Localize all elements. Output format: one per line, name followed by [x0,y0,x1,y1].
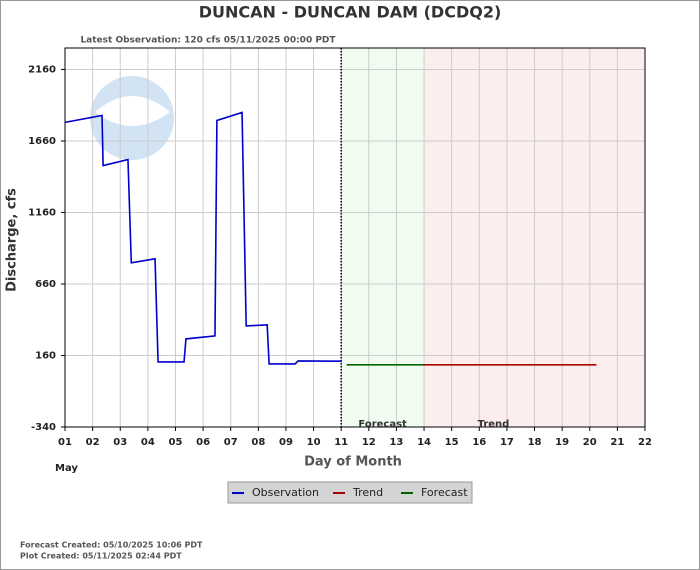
y-tick-label: 1160 [28,207,56,218]
x-tick-label: 01 [58,437,72,448]
x-tick-label: 20 [583,437,597,448]
x-tick-label: 06 [196,437,210,448]
legend-label: Observation [252,486,319,499]
x-tick-label: 03 [113,437,127,448]
x-tick-label: 17 [500,437,514,448]
x-tick-label: 04 [141,437,155,448]
y-tick-label: -340 [31,422,56,433]
x-tick-label: 08 [251,437,265,448]
legend: Observation Trend Forecast [232,486,468,499]
plot-created: Plot Created: 05/11/2025 02:44 PDT [20,552,182,561]
x-sublabel: May [55,463,78,474]
x-tick-label: 14 [417,437,431,448]
legend-label: Forecast [421,486,468,499]
region [341,48,425,427]
x-tick-label: 12 [362,437,376,448]
x-tick-label: 22 [638,437,652,448]
region-label: Trend [478,419,510,430]
x-tick-label: 16 [472,437,486,448]
x-tick-label: 02 [86,437,100,448]
background-layer [65,48,645,427]
y-tick-label: 660 [35,279,56,290]
logo-gull [95,96,170,126]
y-tick-label: 160 [35,350,56,361]
x-tick-label: 13 [389,437,403,448]
x-tick-label: 18 [528,437,542,448]
chart-title: DUNCAN - DUNCAN DAM (DCDQ2) [199,3,502,22]
y-tick-label: 2160 [28,64,56,75]
x-tick-label: 09 [279,437,293,448]
lines-layer [64,48,597,427]
noaa-logo [90,76,174,160]
plot-border [64,47,646,428]
logo-circle [90,76,174,160]
x-axis-label: Day of Month [304,455,402,470]
series-line [64,111,342,365]
grid-layer [61,47,646,431]
region-label: Forecast [358,419,407,430]
y-axis-label: Discharge, cfs [5,188,20,292]
x-tick-label: 19 [555,437,569,448]
x-tick-label: 10 [307,437,321,448]
x-tick-label: 05 [169,437,183,448]
y-tick-label: 1660 [28,136,56,147]
x-tick-label: 11 [334,437,348,448]
subtitle: Latest Observation: 120 cfs 05/11/2025 0… [80,36,336,46]
forecast-created: Forecast Created: 05/10/2025 10:06 PDT [20,541,203,550]
x-tick-label: 21 [610,437,624,448]
legend-label: Trend [352,486,383,499]
x-tick-label: 07 [224,437,238,448]
legend-box [227,481,473,504]
x-tick-label: 15 [445,437,459,448]
